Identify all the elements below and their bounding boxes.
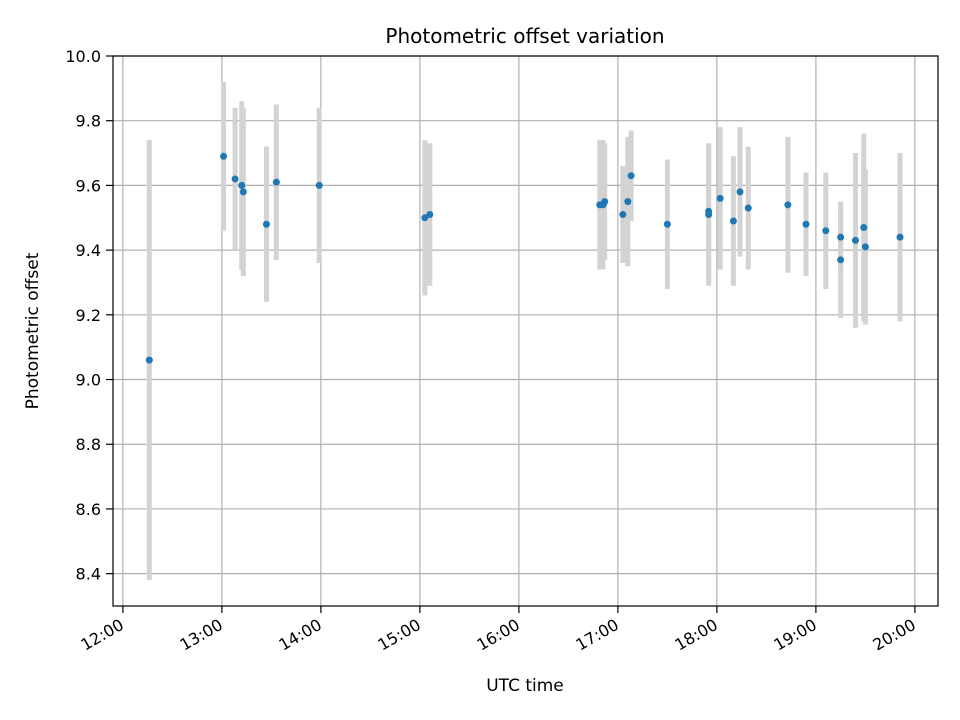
data-point xyxy=(861,243,869,251)
data-point xyxy=(627,172,635,180)
data-point xyxy=(860,223,868,231)
y-tick-label: 9.4 xyxy=(76,241,101,260)
y-axis-ticks: 8.4 8.6 8.8 9.0 9.2 9.4 9.6 9.8 10.0 xyxy=(65,47,113,584)
data-point xyxy=(220,152,228,160)
data-point xyxy=(145,356,153,364)
data-point xyxy=(601,198,609,206)
data-point xyxy=(315,181,323,189)
data-point xyxy=(262,220,270,228)
y-tick-label: 9.6 xyxy=(76,176,101,195)
y-axis-label: Photometric offset xyxy=(23,252,43,409)
chart-title: Photometric offset variation xyxy=(385,24,664,48)
data-point xyxy=(421,214,429,222)
data-point xyxy=(837,256,845,264)
x-axis-label: UTC time xyxy=(486,676,564,696)
y-tick-label: 9.2 xyxy=(76,306,101,325)
data-point xyxy=(272,178,280,186)
data-point xyxy=(231,175,239,183)
data-point xyxy=(426,211,434,219)
data-point xyxy=(744,204,752,212)
data-point xyxy=(802,220,810,228)
data-point xyxy=(729,217,737,225)
data-point xyxy=(736,188,744,196)
data-point xyxy=(852,236,859,244)
y-tick-label: 9.0 xyxy=(76,371,101,390)
data-point xyxy=(239,188,247,196)
data-point xyxy=(837,233,845,241)
y-tick-label: 9.8 xyxy=(76,112,101,131)
data-point xyxy=(624,198,632,206)
y-tick-label: 10.0 xyxy=(65,47,101,66)
data-point xyxy=(705,207,713,215)
data-points xyxy=(145,152,904,364)
y-tick-label: 8.8 xyxy=(76,435,101,454)
data-point xyxy=(822,227,830,235)
data-point xyxy=(896,233,904,241)
y-tick-label: 8.4 xyxy=(76,565,101,584)
data-point xyxy=(238,181,246,189)
data-point xyxy=(716,194,724,202)
data-point xyxy=(619,211,627,219)
plot-frame xyxy=(112,55,939,607)
data-point xyxy=(663,220,671,228)
data-point xyxy=(784,201,792,209)
y-tick-label: 8.6 xyxy=(76,500,101,519)
